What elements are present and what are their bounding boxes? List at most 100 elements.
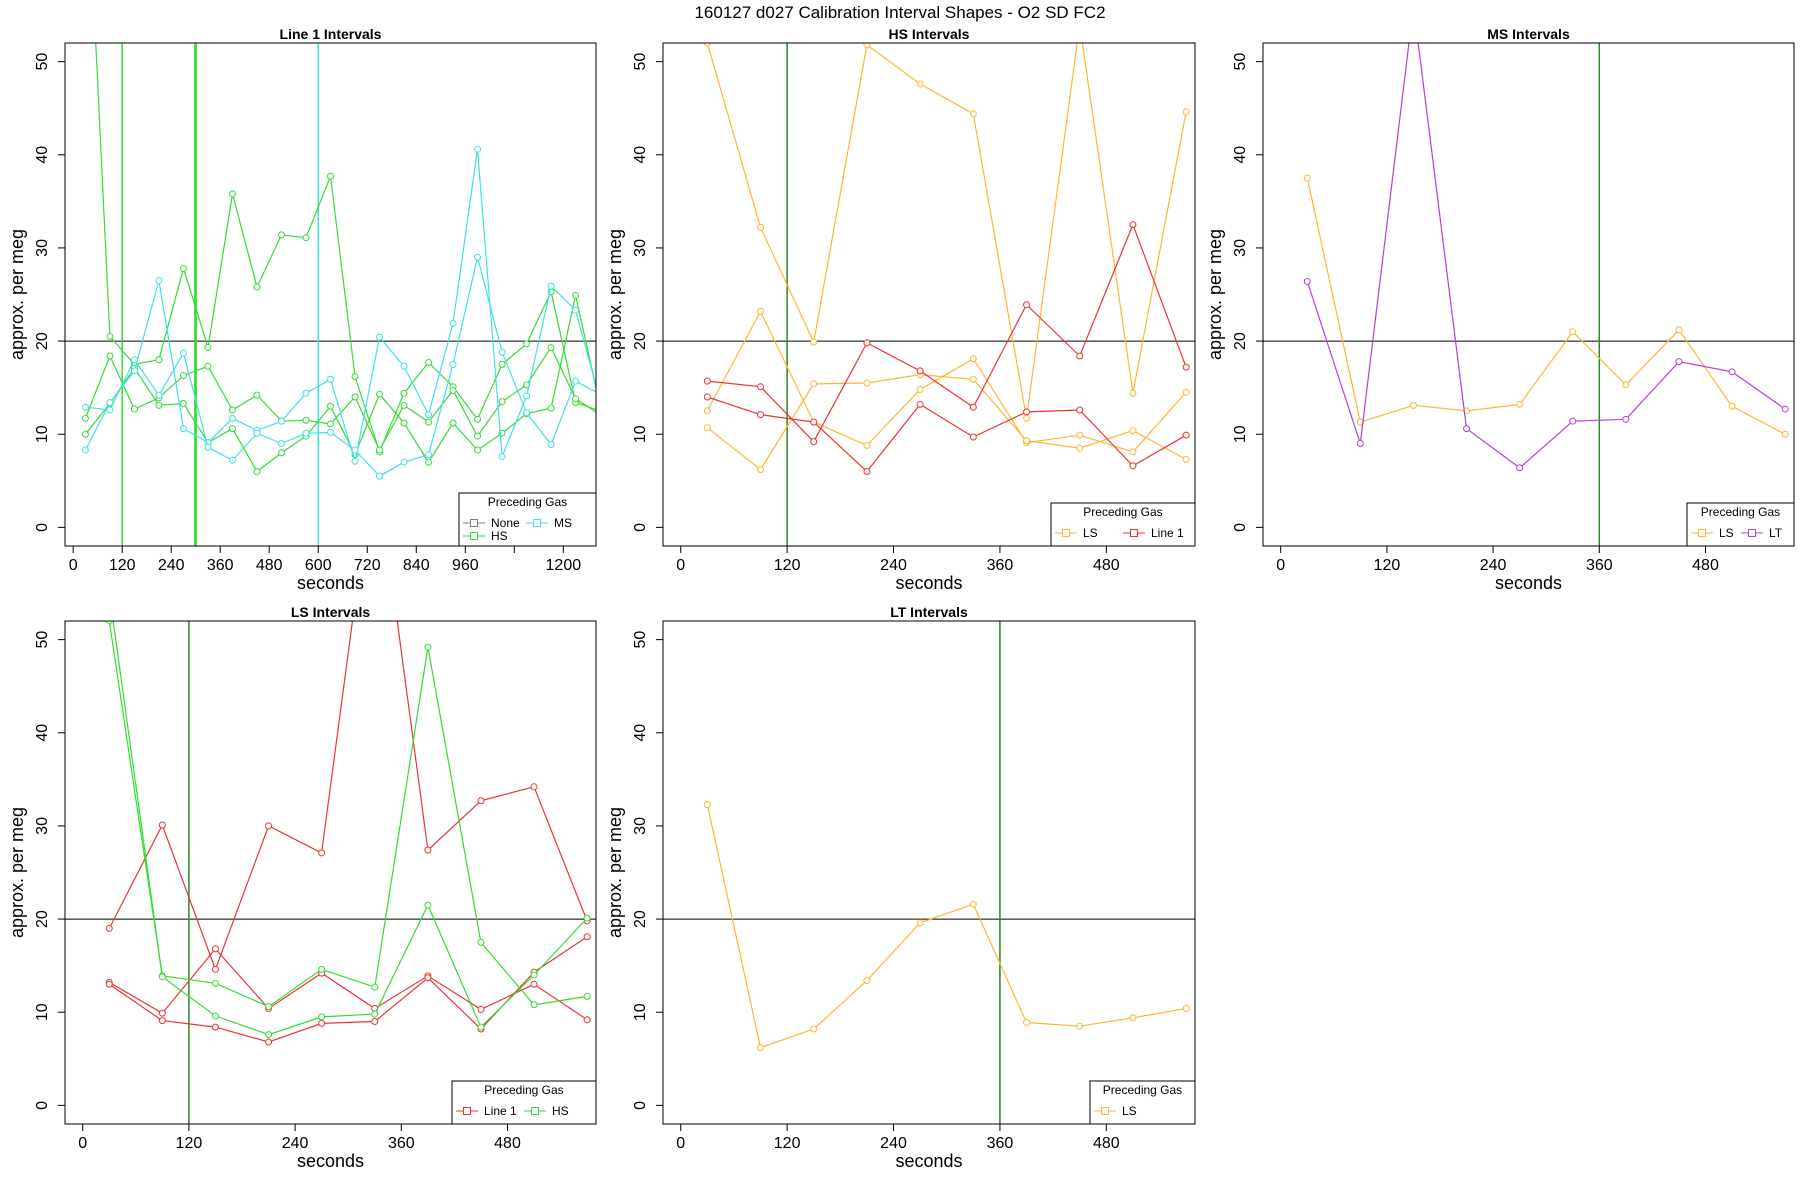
data-point [1569, 328, 1577, 336]
x-tick-label: 120 [109, 557, 136, 574]
data-point [253, 429, 261, 437]
data-point [318, 965, 326, 973]
data-point [1569, 417, 1577, 425]
data-point [1182, 1004, 1190, 1012]
data-point [158, 1017, 166, 1025]
data-point [106, 406, 114, 414]
legend: Preceding Gas LS Line 1 [1050, 502, 1196, 547]
data-point [265, 822, 273, 830]
legend-entry-label: HS [552, 1104, 569, 1118]
data-point [106, 332, 114, 340]
y-tick-label: 0 [632, 1101, 649, 1110]
data-point [572, 395, 580, 403]
x-tick-label: 960 [452, 557, 479, 574]
data-point [376, 333, 384, 341]
y-tick-label: 10 [1232, 425, 1249, 443]
data-point [1129, 221, 1137, 229]
data-point [371, 1010, 379, 1018]
data-point [449, 419, 457, 427]
data-point [425, 358, 433, 366]
y-tick-label: 50 [632, 631, 649, 649]
data-point [969, 403, 977, 411]
data-point [155, 391, 163, 399]
x-tick-label: 360 [987, 557, 1014, 574]
data-point [969, 375, 977, 383]
legend-box [451, 1080, 597, 1125]
x-tick-label: 0 [676, 557, 685, 574]
legend-swatch-marker [1130, 529, 1138, 537]
data-point [449, 360, 457, 368]
legend: Preceding Gas None MS HS [458, 492, 597, 547]
x-tick-label: 0 [1276, 557, 1285, 574]
data-point [1781, 405, 1789, 413]
data-point [1129, 389, 1137, 397]
data-point [757, 307, 765, 315]
data-point [400, 419, 408, 427]
data-point [863, 379, 871, 387]
chart-panel-1: Line 1 Intervals 0 120 240 360 480 600 720 840 96… [7, 26, 597, 593]
data-point [477, 1023, 485, 1031]
x-tick-label: 480 [494, 1135, 521, 1152]
data-point [327, 375, 334, 383]
legend-swatch-marker [1748, 529, 1756, 537]
y-tick-label: 10 [632, 1003, 649, 1021]
y-tick-label: 30 [34, 817, 51, 835]
data-point [969, 433, 977, 441]
x-axis-label: seconds [297, 573, 364, 593]
data-point [204, 362, 212, 370]
data-point [916, 919, 924, 927]
data-point [703, 377, 711, 385]
series-line [108, 621, 588, 972]
data-point [1622, 381, 1630, 389]
data-point [547, 282, 555, 290]
data-point [1076, 352, 1084, 360]
data-point [371, 983, 379, 991]
y-tick-label: 20 [632, 332, 649, 350]
data-point [327, 428, 334, 436]
plot-frame [662, 620, 1196, 1125]
series-line [84, 149, 596, 462]
data-point [253, 391, 261, 399]
data-point [265, 1003, 273, 1011]
page-title: 160127 d027 Calibration Interval Shapes … [694, 3, 1105, 22]
data-point [424, 846, 432, 854]
data-point [810, 338, 818, 346]
legend-swatch-marker [1698, 529, 1706, 537]
chart-panel-4: LS Intervals 0 120 240 360 480 0 10 20 30 40 50 seco… [7, 604, 597, 1171]
y-tick-label: 30 [632, 239, 649, 257]
legend-swatch-marker [531, 1107, 539, 1115]
plot-area [105, 621, 591, 1046]
data-point [969, 900, 977, 908]
legend-swatch-marker [533, 519, 541, 527]
data-point [1516, 400, 1524, 408]
panel-title: HS Intervals [889, 26, 970, 42]
y-tick-label: 40 [34, 724, 51, 742]
data-point [253, 283, 261, 291]
x-tick-label: 120 [1374, 557, 1401, 574]
data-point [130, 367, 138, 375]
data-point [265, 1038, 273, 1046]
series-line [707, 222, 1187, 443]
x-tick-label: 720 [354, 557, 381, 574]
data-point [969, 110, 977, 118]
x-tick-label: 240 [158, 557, 185, 574]
legend: Preceding Gas Line 1 HS [451, 1080, 597, 1125]
data-point [477, 1005, 485, 1013]
data-point [547, 344, 555, 352]
data-point [351, 457, 359, 465]
data-point [1781, 430, 1789, 438]
legend-entry-label: MS [554, 516, 572, 530]
legend-entry-label: Line 1 [484, 1104, 517, 1118]
y-tick-label: 40 [34, 146, 51, 164]
data-point [703, 424, 711, 432]
data-point [425, 418, 433, 426]
data-point [547, 404, 555, 412]
y-tick-label: 40 [632, 724, 649, 742]
plot-frame [64, 620, 597, 1125]
data-point [158, 821, 166, 829]
data-point [371, 1018, 379, 1026]
data-point [265, 1031, 273, 1039]
y-axis-label: approx. per meg [605, 229, 625, 360]
data-point [810, 438, 818, 446]
data-point [425, 451, 433, 459]
